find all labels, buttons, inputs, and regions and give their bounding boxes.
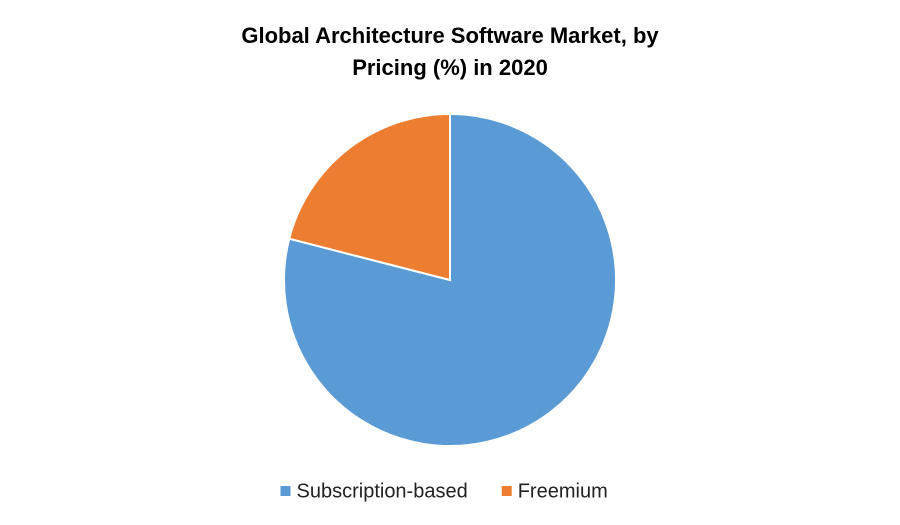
chart-title: Global Architecture Software Market, by …: [241, 23, 659, 80]
pie-slice: [283, 112, 617, 447]
legend-swatch: [280, 486, 291, 496]
legend-label: Freemium: [518, 480, 608, 502]
pie-slice: [287, 112, 451, 282]
legend-swatch: [501, 486, 512, 496]
legend-label: Subscription-based: [297, 480, 468, 502]
